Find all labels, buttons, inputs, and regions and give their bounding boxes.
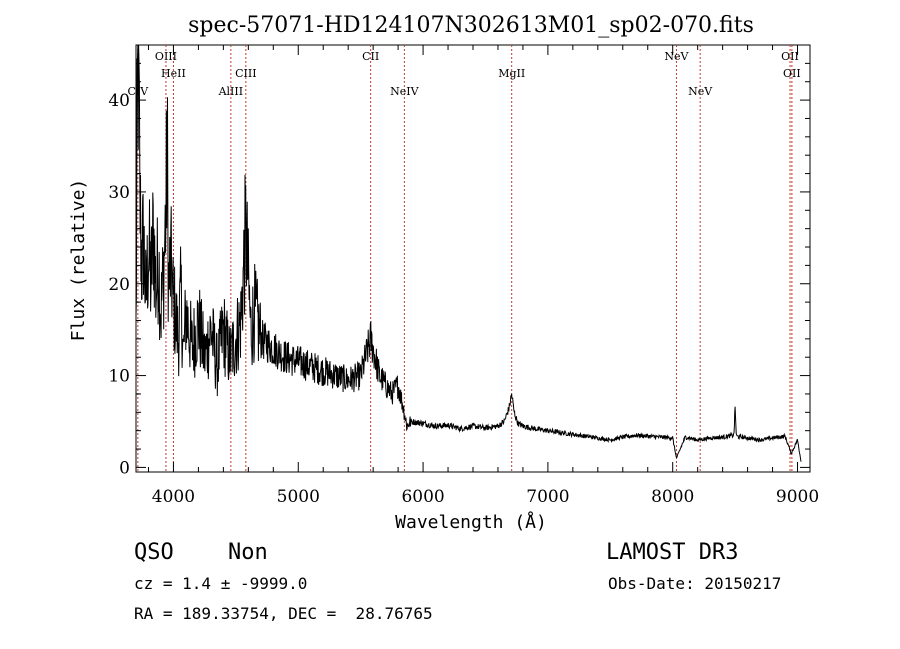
emission-line-labels: CIVOIIIHeIIAlIIICIIICIINeIVMgIINeVNeVOII… [128,50,801,98]
emission-label-mgii-7: MgII [498,67,525,80]
emission-label-aliii-3: AlIII [218,85,244,98]
y-tick-label-40: 40 [108,91,130,111]
y-tick-label-10: 10 [108,367,130,387]
object-subclass: Non [228,540,268,565]
emission-label-oiii-1: OIII [155,50,177,63]
object-class: QSO [134,540,174,565]
spectrum-line [135,44,802,462]
emission-label-oii-10: OII [781,50,799,63]
y-tick-label-20: 20 [108,275,130,295]
emission-label-cii-5: CII [362,50,379,63]
emission-label-heii-2: HeII [161,67,186,80]
plot-area [135,44,811,473]
x-axis: 4000 5000 6000 7000 8000 9000 [147,45,819,507]
survey-label: LAMOST DR3 [606,540,739,565]
chart-title: spec-57071-HD124107N302613M01_sp02-070.f… [188,13,754,38]
emission-label-ciii-4: CIII [235,67,256,80]
x-tick-label-4000: 4000 [152,487,195,507]
ra-dec-text: RA = 189.33754, DEC = 28.76765 [134,604,433,623]
y-tick-label-0: 0 [119,458,130,478]
x-tick-label-7000: 7000 [526,487,569,507]
redshift-text: cz = 1.4 ± -9999.0 [134,574,308,593]
emission-label-oii-11: OII [783,67,801,80]
emission-label-nev-8: NeV [664,50,689,63]
x-tick-label-6000: 6000 [401,487,444,507]
y-tick-label-30: 30 [108,183,130,203]
obs-date-text: Obs-Date: 20150217 [608,574,782,593]
x-tick-label-5000: 5000 [277,487,320,507]
x-axis-label: Wavelength (Å) [395,511,547,533]
x-tick-label-8000: 8000 [651,487,694,507]
y-axis: 0 10 20 30 40 [108,62,810,478]
emission-label-nev-9: NeV [688,85,713,98]
plot-frame [135,44,811,473]
spectrum-series [135,44,802,462]
emission-label-neiv-6: NeIV [390,85,419,98]
x-tick-label-9000: 9000 [776,487,819,507]
y-axis-label: Flux (relative) [68,179,89,342]
emission-line-markers [137,45,793,472]
